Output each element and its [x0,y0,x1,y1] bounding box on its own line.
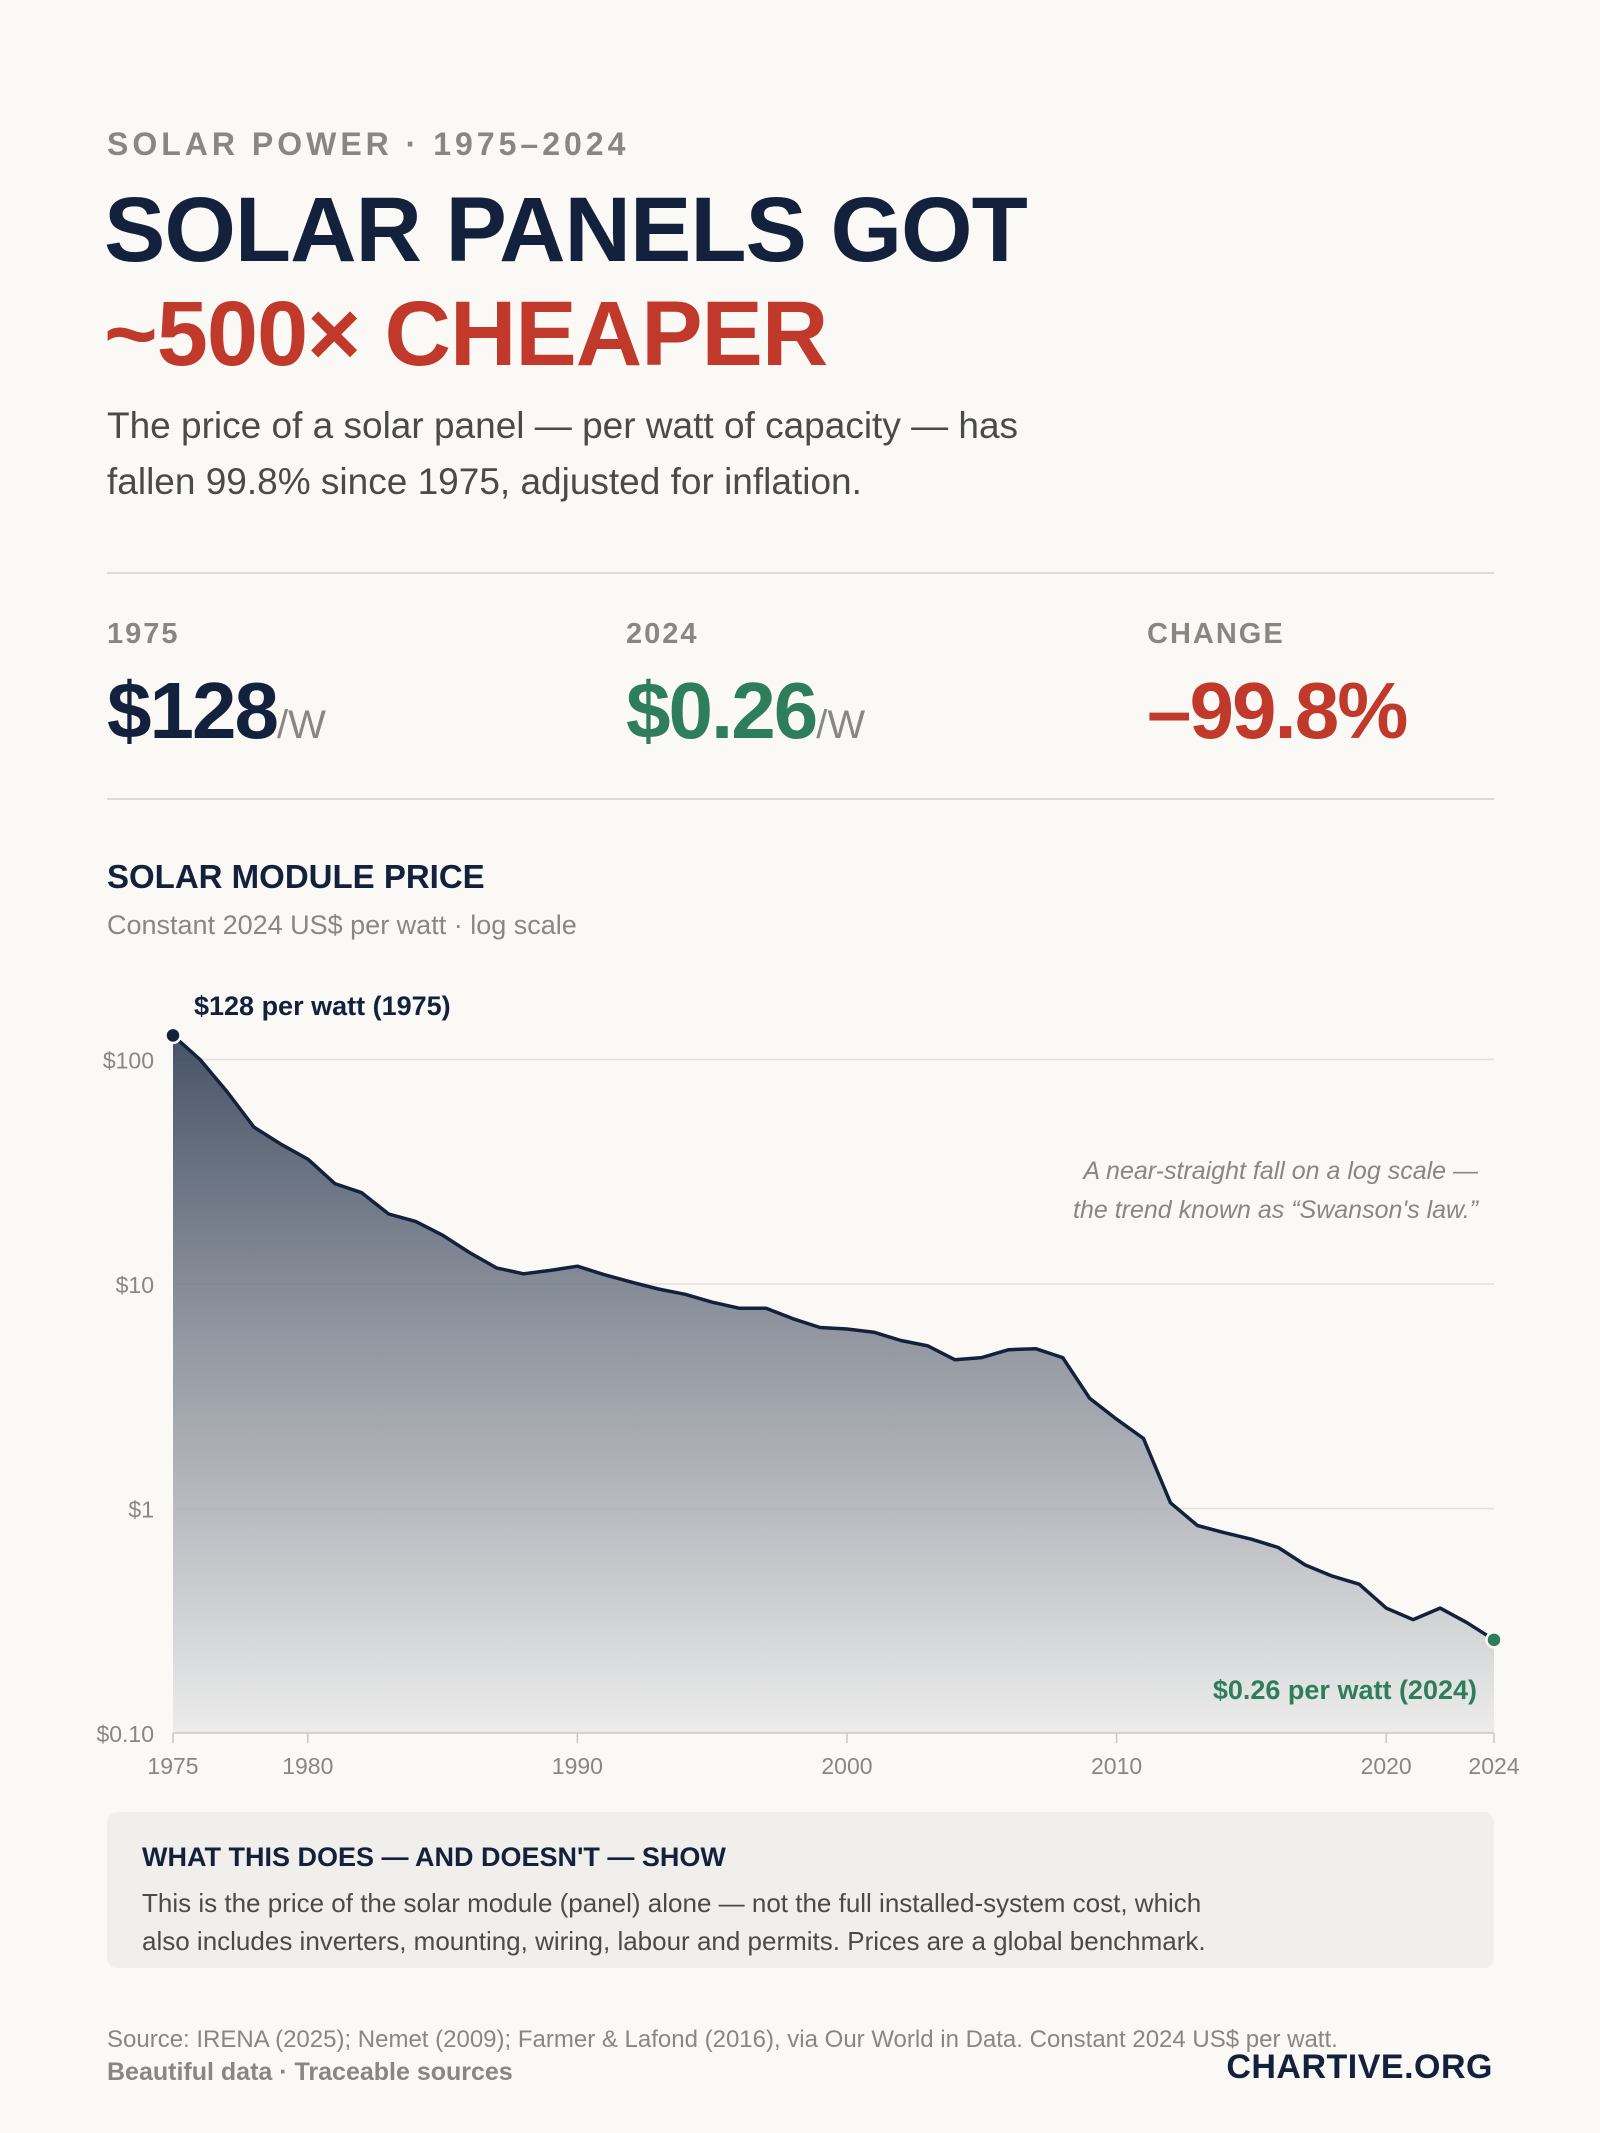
chart-subtitle: Constant 2024 US$ per watt · log scale [107,910,577,940]
trend-note-line-1: A near-straight fall on a log scale — [1081,1157,1479,1185]
divider-top [107,572,1494,574]
stat-value: $128 [107,666,279,755]
eyebrow: SOLAR POWER · 1975–2024 [107,126,630,162]
x-tick-label: 2000 [821,1753,872,1779]
area-layer [173,1035,1494,1733]
x-tick-label: 2010 [1091,1753,1142,1779]
end-point [1485,1631,1503,1649]
axis-layer: $100 $10 $1 $0.10 1975 1980 1990 2000 2010 2020 20… [96,1048,1519,1780]
price-area [173,1035,1494,1733]
x-tick-label: 2024 [1468,1753,1519,1779]
stat-value-line: –99.8% [1147,666,1408,755]
x-tick-label: 1990 [552,1753,603,1779]
stat-2024: 2024 $0.26/W [626,618,865,769]
y-tick-label: $10 [116,1272,154,1298]
intro-line-2: fallen 99.8% since 1975, adjusted for in… [107,461,862,502]
stat-unit: /W [276,703,326,747]
mark-layer [164,1026,1503,1649]
stat-label: 2024 [626,618,699,650]
stat-label: 1975 [107,618,180,650]
title-line-2: ~500× CHEAPER [104,283,828,385]
divider-bottom [107,798,1494,800]
price-line [171,1033,1496,1642]
tagline: Beautiful data · Traceable sources [107,2058,513,2086]
start-point [164,1026,182,1045]
source-note: Source: IRENA (2025); Nemet (2009); Farm… [107,2026,1338,2053]
caveat-line-1: This is the price of the solar module (p… [142,1888,1202,1918]
page-title: SOLAR PANELS GOT ~500× CHEAPER [104,178,1028,386]
stat-label: CHANGE [1147,618,1285,650]
stat-value: $0.26 [626,666,818,755]
trend-note-line-2: the trend known as “Swanson's law.” [1073,1196,1480,1224]
x-tick-label: 2020 [1361,1753,1412,1779]
x-tick-label: 1975 [147,1753,198,1779]
price-chart: $100 $10 $1 $0.10 1975 1980 1990 2000 2010 2020 20… [96,991,1519,1780]
y-tick-label: $100 [103,1048,154,1074]
stat-unit: /W [816,703,866,747]
intro-line-1: The price of a solar panel — per watt of… [107,405,1019,446]
label-layer: $128 per watt (1975) $0.26 per watt (2024… [194,991,1480,1705]
y-tick-label: $0.10 [96,1721,154,1747]
caveat-box: WHAT THIS DOES — AND DOESN'T — SHOW This… [107,1812,1494,1968]
title-line-1: SOLAR PANELS GOT [104,179,1028,281]
stat-value: –99.8% [1147,666,1408,755]
stat-change: CHANGE –99.8% [1147,618,1408,755]
stat-value-line: $128/W [107,667,326,769]
caveat-line-2: also includes inverters, mounting, wirin… [142,1926,1206,1956]
start-annotation: $128 per watt (1975) [194,991,451,1021]
x-tick-label: 1980 [282,1753,333,1779]
caveat-title: WHAT THIS DOES — AND DOESN'T — SHOW [142,1842,726,1872]
y-tick-label: $1 [128,1497,154,1523]
stat-value-line: $0.26/W [626,667,865,769]
caveat-body: This is the price of the solar module (p… [142,1884,1442,1960]
intro-text: The price of a solar panel — per watt of… [107,398,1187,510]
end-annotation: $0.26 per watt (2024) [1213,1675,1477,1705]
brand-link[interactable]: CHARTIVE.ORG [1226,2048,1493,2086]
stat-1975: 1975 $128/W [107,618,326,769]
chart-title: SOLAR MODULE PRICE [107,858,485,895]
